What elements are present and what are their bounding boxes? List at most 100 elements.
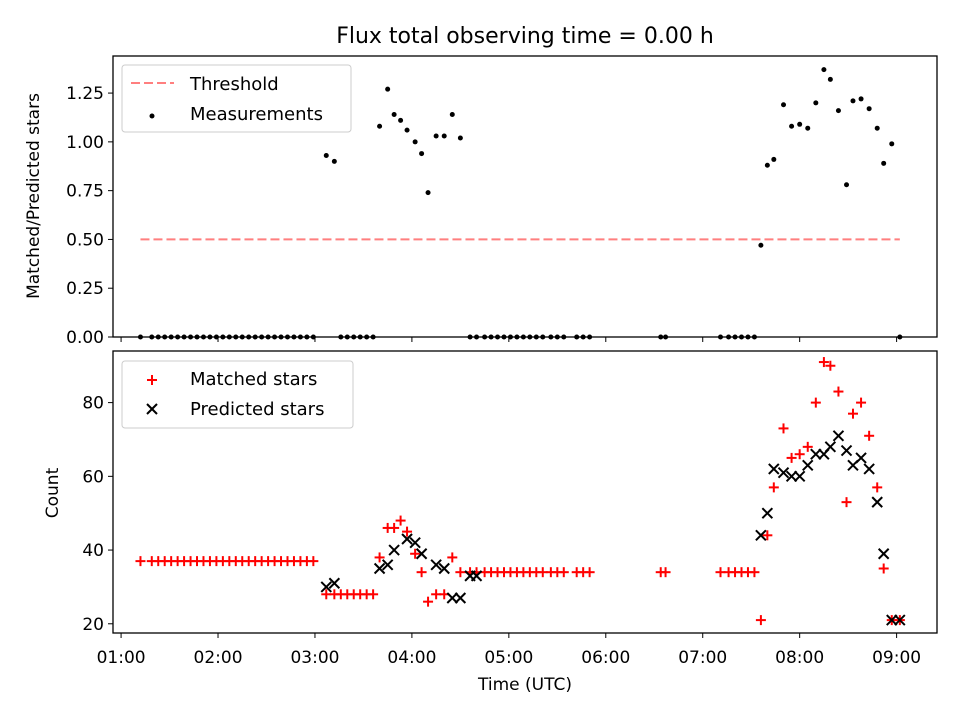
measurement-point [844, 182, 850, 188]
x-tick-label: 08:00 [775, 648, 824, 668]
chart-title: Flux total observing time = 0.00 h [336, 24, 714, 49]
predicted-stars-point [824, 441, 837, 453]
measurement-point [404, 127, 410, 133]
measurement-point [813, 100, 819, 106]
measurement-point [866, 106, 872, 112]
matched-stars-point [402, 526, 413, 537]
measurement-point [155, 334, 161, 340]
matched-stars-point [558, 567, 569, 578]
measurement-point [398, 117, 404, 123]
predicted-stars-point [470, 570, 483, 582]
predicted-stars-point [802, 459, 814, 471]
measurement-point [310, 334, 316, 340]
matched-stars-point [308, 556, 319, 567]
measurement-point [284, 334, 290, 340]
matched-stars-point [423, 596, 434, 607]
matched-stars-point [135, 556, 146, 567]
measurement-point [291, 334, 297, 340]
measurement-point [272, 334, 278, 340]
matched-stars-point [416, 567, 427, 578]
predicted-stars-point [832, 430, 845, 442]
measurement-point [805, 125, 811, 131]
matched-stars-point [410, 548, 421, 559]
top-series [137, 67, 903, 340]
measurement-point [181, 334, 187, 340]
matched-stars-point [810, 397, 821, 408]
predicted-legend-label: Predicted stars [190, 399, 324, 420]
top-y-tick-label: 0.00 [66, 328, 104, 348]
matched-stars-point [447, 552, 458, 563]
measurement-point [175, 334, 181, 340]
predicted-stars-point [755, 529, 767, 542]
measurement-point [364, 334, 370, 340]
predicted-stars-point [894, 614, 906, 626]
measurement-point [188, 334, 194, 340]
measurement-point [344, 334, 350, 340]
x-tick-label: 02:00 [194, 648, 243, 668]
measurement-point [587, 334, 593, 340]
matched-stars-point [395, 515, 406, 526]
measurement-point [663, 334, 669, 340]
measurement-point [441, 133, 447, 139]
measurement-point [168, 334, 174, 340]
x-tick-label: 05:00 [484, 648, 533, 668]
measurement-point [323, 153, 329, 159]
predicted-stars-point [777, 466, 790, 479]
measurement-point [554, 334, 560, 340]
measurement-point [391, 112, 397, 118]
measurement-point [561, 334, 567, 340]
measurement-point [265, 334, 271, 340]
measurement-point [331, 158, 337, 164]
measurement-point [797, 121, 803, 127]
predicted-stars-point [430, 559, 442, 571]
measurement-point [213, 334, 219, 340]
predicted-stars-point [328, 577, 341, 589]
x-axis-label: Time (UTC) [477, 675, 572, 695]
measurements-legend-swatch [149, 113, 155, 119]
measurement-point [835, 108, 841, 114]
matched-stars-point [794, 449, 805, 460]
matched-stars-point [872, 482, 883, 493]
predicted-stars-point [863, 463, 875, 475]
matched-stars-point [749, 567, 760, 578]
measurement-point [658, 334, 664, 340]
predicted-stars-point [401, 533, 413, 545]
top-y-tick-label: 0.75 [66, 182, 104, 202]
measurement-point [827, 76, 833, 82]
predicted-legend-swatch [146, 403, 158, 415]
predicted-stars-point [793, 470, 806, 483]
bottom-y-tick-label: 20 [82, 615, 104, 635]
measurement-point [739, 334, 745, 340]
matched-stars-point [841, 497, 852, 508]
bottom-legend-box [121, 360, 354, 429]
measurement-point [149, 334, 155, 340]
predicted-stars-point [381, 559, 394, 571]
measurement-point [574, 334, 580, 340]
measurement-point [781, 102, 787, 108]
matched-stars-point [847, 408, 858, 419]
measurement-point [717, 334, 723, 340]
measurement-point [520, 334, 526, 340]
matched-stars-point [660, 567, 671, 578]
x-tick-label: 04:00 [387, 648, 436, 668]
x-tick-label: 09:00 [872, 648, 921, 668]
measurement-point [821, 67, 827, 73]
measurement-point [533, 334, 539, 340]
x-tick-label: 06:00 [581, 648, 630, 668]
matched-stars-point [755, 615, 766, 626]
measurement-point [207, 334, 213, 340]
measurement-point [278, 334, 284, 340]
top-y-tick-label: 1.25 [66, 84, 104, 104]
predicted-stars-point [388, 544, 400, 556]
measurement-point [252, 334, 258, 340]
measurement-point [246, 334, 252, 340]
matched-stars-point [878, 563, 889, 574]
measurement-point [412, 139, 418, 145]
top-y-tick-label: 1.00 [66, 133, 104, 153]
measurement-point [226, 334, 232, 340]
matched-stars-point [762, 530, 773, 541]
measurement-point [507, 334, 513, 340]
top-y-ticks: 0.00 0.25 0.50 0.75 1.00 1.25 [66, 84, 113, 348]
